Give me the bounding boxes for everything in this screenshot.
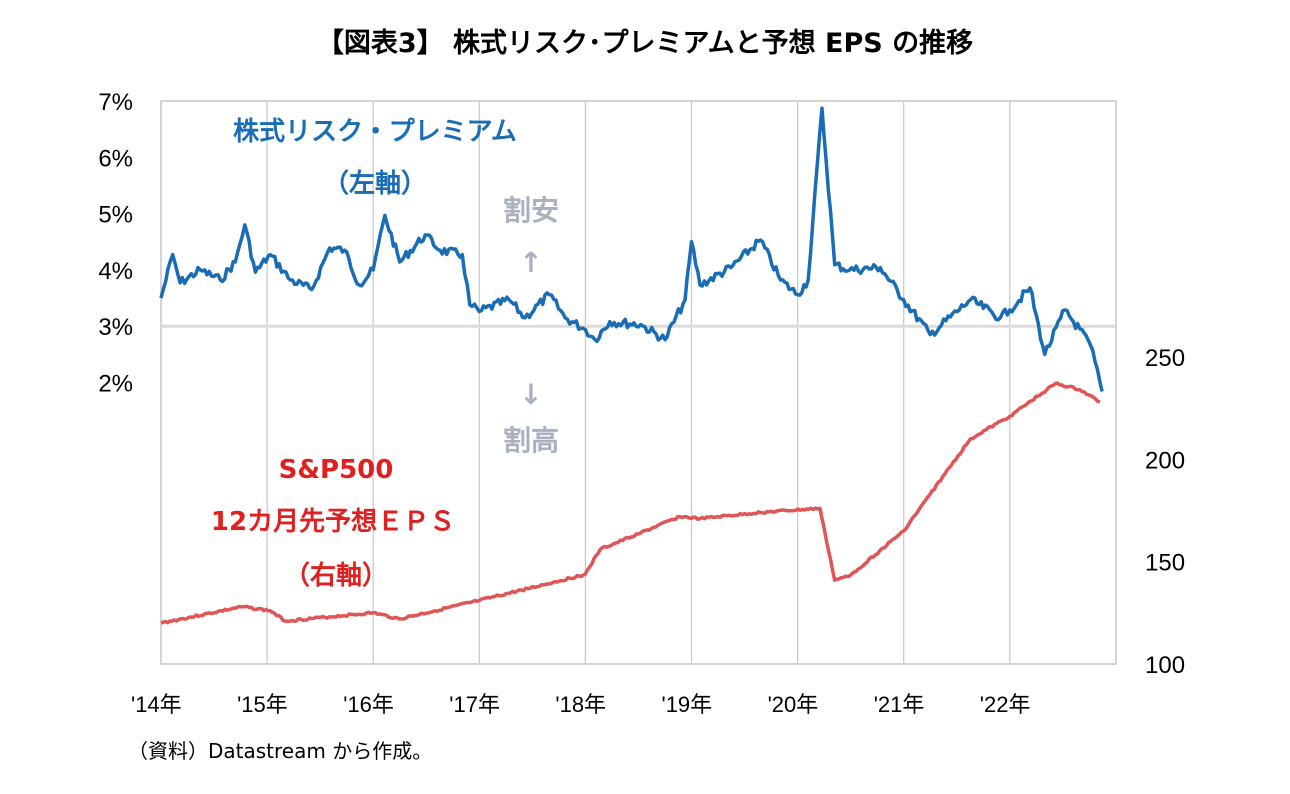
right-tick-label: 200 — [1145, 447, 1185, 474]
left-tick-label: 5% — [98, 202, 133, 229]
x-tick-label: '14年 — [131, 692, 182, 717]
right-axis: 250 200 150 100 — [1145, 345, 1185, 679]
expensive-label: 割高 — [503, 424, 559, 457]
left-tick-label: 6% — [98, 145, 133, 172]
left-tick-label: 7% — [98, 89, 133, 116]
x-axis: '14年 '15年 '16年 '17年 '18年 '19年 '20年 '21年 '22年 — [131, 692, 1030, 717]
x-tick-label: '20年 — [768, 692, 819, 717]
x-tick-label: '16年 — [343, 692, 394, 717]
right-tick-label: 100 — [1145, 652, 1185, 679]
x-tick-label: '22年 — [980, 692, 1031, 717]
eps-label-index: S&P500 — [279, 455, 394, 485]
x-tick-label: '21年 — [874, 692, 925, 717]
x-tick-label: '19年 — [662, 692, 713, 717]
series-eps-line — [160, 381, 1101, 625]
chart-title: 【図表3】 株式リスク･プレミアムと予想 EPS の推移 — [317, 28, 973, 59]
left-tick-label: 4% — [98, 258, 133, 285]
left-tick-label: 2% — [98, 371, 133, 398]
x-tick-label: '18年 — [555, 692, 606, 717]
right-tick-label: 150 — [1145, 550, 1185, 577]
series-erp-line — [159, 106, 1104, 392]
x-tick-label: '17年 — [449, 692, 500, 717]
source-note: （資料）Datastream から作成。 — [128, 739, 432, 763]
erp-label: 株式リスク・プレミアム — [233, 117, 517, 147]
eps-axis-label: （右軸） — [284, 560, 388, 591]
erp-axis-label: （左軸） — [323, 168, 427, 199]
x-gridlines — [266, 101, 1011, 664]
x-tick-label: '15年 — [237, 692, 288, 717]
plot-area — [160, 100, 1117, 665]
up-arrow-icon: ↑ — [519, 246, 542, 279]
cheap-label: 割安 — [503, 194, 559, 227]
eps-label: 12カ月先予想ＥＰＳ — [211, 507, 455, 537]
down-arrow-icon: ↓ — [519, 378, 542, 411]
left-tick-label: 3% — [98, 314, 133, 341]
right-tick-label: 250 — [1145, 345, 1185, 372]
left-axis: 7% 6% 5% 4% 3% 2% — [98, 89, 133, 398]
